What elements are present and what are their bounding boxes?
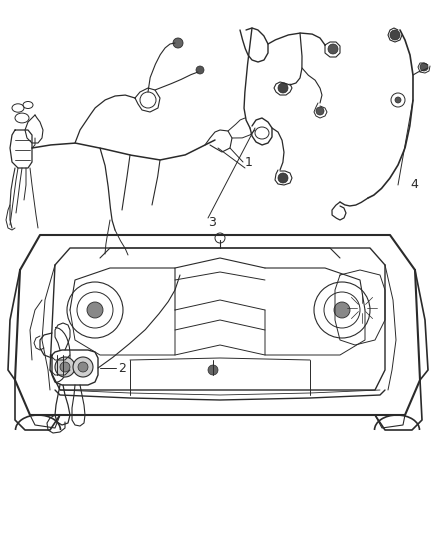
Text: 3: 3: [208, 215, 216, 229]
Text: 4: 4: [410, 179, 418, 191]
Text: 2: 2: [118, 361, 126, 375]
Circle shape: [55, 357, 75, 377]
Circle shape: [334, 302, 350, 318]
Circle shape: [60, 362, 70, 372]
Circle shape: [78, 362, 88, 372]
Circle shape: [196, 66, 204, 74]
Text: 1: 1: [245, 156, 253, 168]
Circle shape: [278, 173, 288, 183]
Circle shape: [208, 365, 218, 375]
Circle shape: [87, 302, 103, 318]
Circle shape: [390, 30, 400, 40]
Circle shape: [73, 357, 93, 377]
Circle shape: [328, 44, 338, 54]
Circle shape: [316, 107, 324, 115]
Circle shape: [278, 83, 288, 93]
Circle shape: [395, 97, 401, 103]
Circle shape: [420, 63, 428, 71]
Circle shape: [173, 38, 183, 48]
